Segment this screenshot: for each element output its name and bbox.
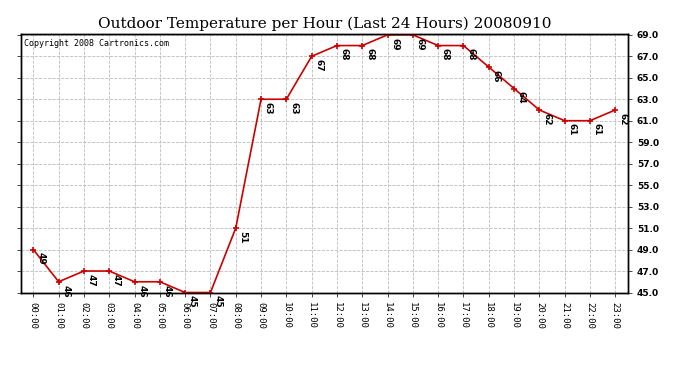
Text: 63: 63 xyxy=(289,102,298,114)
Text: 47: 47 xyxy=(112,274,121,286)
Text: 67: 67 xyxy=(315,59,324,72)
Text: 68: 68 xyxy=(441,48,450,61)
Text: 66: 66 xyxy=(491,70,500,82)
Text: 64: 64 xyxy=(517,91,526,104)
Text: 49: 49 xyxy=(36,252,45,265)
Text: 45: 45 xyxy=(188,295,197,308)
Text: 47: 47 xyxy=(87,274,96,286)
Text: 69: 69 xyxy=(415,38,424,50)
Text: 63: 63 xyxy=(264,102,273,114)
Text: 61: 61 xyxy=(567,123,576,136)
Title: Outdoor Temperature per Hour (Last 24 Hours) 20080910: Outdoor Temperature per Hour (Last 24 Ho… xyxy=(97,17,551,31)
Text: 46: 46 xyxy=(137,285,146,297)
Text: 51: 51 xyxy=(239,231,248,243)
Text: 68: 68 xyxy=(365,48,374,61)
Text: 62: 62 xyxy=(618,113,627,125)
Text: 46: 46 xyxy=(61,285,70,297)
Text: 68: 68 xyxy=(466,48,475,61)
Text: Copyright 2008 Cartronics.com: Copyright 2008 Cartronics.com xyxy=(23,39,169,48)
Text: 68: 68 xyxy=(339,48,348,61)
Text: 62: 62 xyxy=(542,113,551,125)
Text: 69: 69 xyxy=(391,38,400,50)
Text: 46: 46 xyxy=(163,285,172,297)
Text: 45: 45 xyxy=(213,295,222,308)
Text: 61: 61 xyxy=(593,123,602,136)
